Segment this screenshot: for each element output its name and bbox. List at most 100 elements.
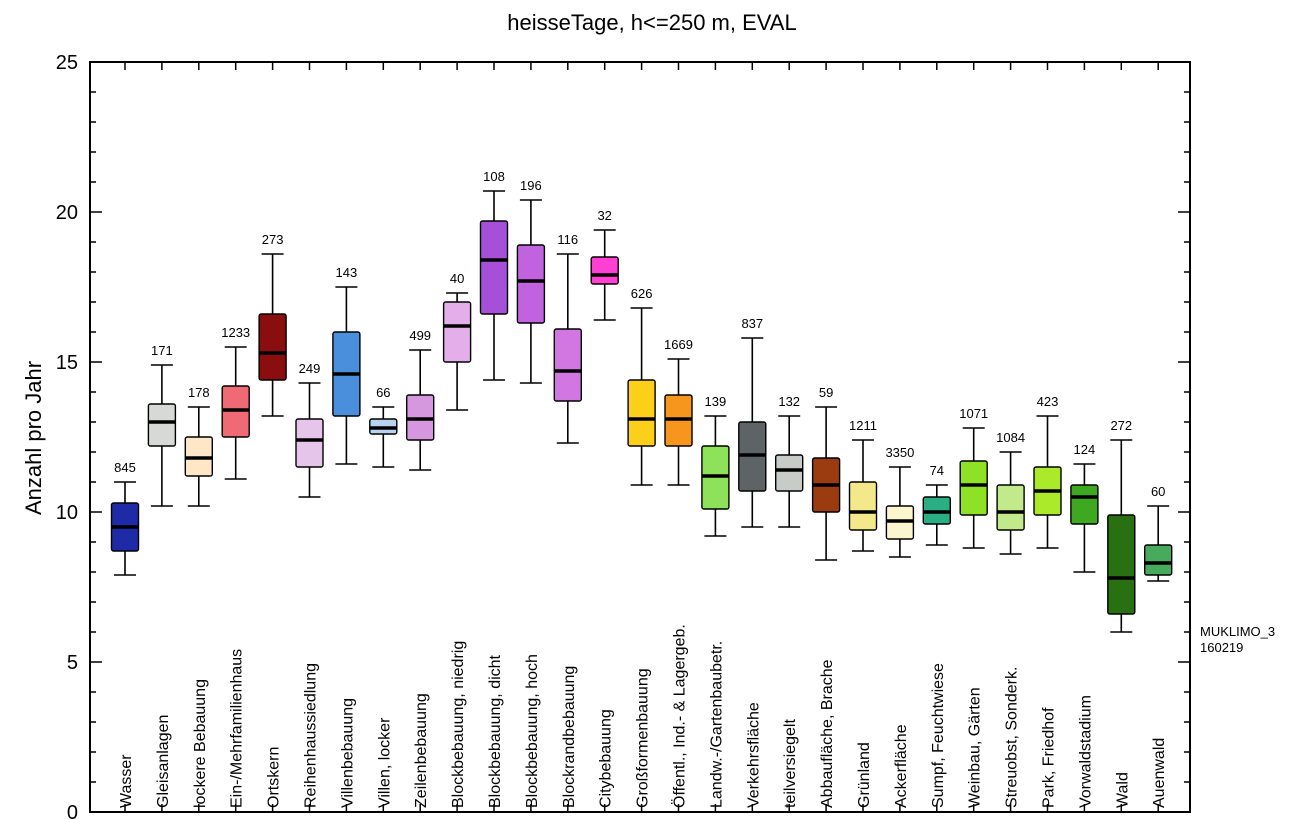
iqr-box — [1070, 484, 1099, 525]
category-label: Grünland — [856, 742, 873, 808]
category-label: Ackerfläche — [893, 724, 910, 808]
box-28: 60 Auenwald — [1143, 484, 1173, 808]
iqr-box — [553, 328, 582, 402]
sample-count-label: 1211 — [849, 418, 877, 433]
box-21: 3350 Ackerfläche — [885, 445, 914, 808]
sample-count-label: 59 — [819, 385, 833, 400]
sample-count-label: 1071 — [959, 406, 988, 421]
box-9: 40 Blockbebauung, niedrig — [442, 271, 472, 808]
box-10: 108 Blockbebauung, dicht — [479, 169, 509, 808]
box-19: 59 Abbaufläche, Brache — [811, 385, 841, 808]
sample-count-label: 32 — [597, 208, 611, 223]
category-label: teilversiegelt — [782, 719, 799, 808]
box-24: 1084 Streuobst, Sonderk. — [996, 430, 1025, 808]
category-label: Öffentl., Ind.- & Lagergeb. — [671, 624, 689, 808]
category-label: Zeilenbebauung — [413, 693, 430, 808]
box-4: 273 Ortskern — [258, 232, 287, 808]
category-label: Villen, locker — [376, 717, 393, 808]
sample-count-label: 108 — [483, 169, 505, 184]
category-label: Blockbebauung, hoch — [524, 654, 541, 808]
box-23: 1071 Weinbau, Gärten — [959, 406, 988, 808]
iqr-box — [627, 379, 656, 447]
y-tick-label: 5 — [67, 652, 78, 674]
category-label: Blockrandbebauung — [561, 666, 578, 808]
sample-count-label: 74 — [930, 463, 944, 478]
category-label: lockere Bebauung — [192, 679, 209, 808]
sample-count-label: 626 — [631, 286, 653, 301]
iqr-box — [1107, 514, 1136, 615]
iqr-box — [848, 481, 878, 531]
category-label: Auenwald — [1151, 738, 1168, 808]
box-0: 845 Wasser — [110, 460, 140, 808]
category-label: Park, Friedhof — [1041, 707, 1058, 808]
iqr-box — [442, 301, 472, 363]
model-note-line-1: MUKLIMO_3 — [1200, 624, 1276, 639]
iqr-box — [479, 220, 509, 315]
category-label: Verkehrsfläche — [745, 702, 762, 808]
sample-count-label: 116 — [557, 232, 578, 247]
box-15: 1669 Öffentl., Ind.- & Lagergeb. — [664, 337, 693, 808]
box-3: 1233 Ein-/Mehrfamilienhaus — [221, 325, 250, 808]
box-26: 124 Vorwaldstadium — [1070, 442, 1099, 808]
category-label: Wald — [1114, 772, 1131, 808]
box-8: 499 Zeilenbebauung — [406, 328, 435, 808]
box-16: 139 Landw.-/Gartenbaubetr. — [701, 394, 730, 808]
plot-frame — [89, 61, 1191, 813]
y-tick-label: 20 — [56, 202, 78, 224]
sample-count-label: 249 — [299, 361, 321, 376]
box-11: 196 Blockbebauung, hoch — [516, 178, 546, 808]
category-label: Landw.-/Gartenbaubetr. — [708, 641, 725, 808]
category-label: Gleisanlagen — [155, 715, 172, 808]
sample-count-label: 423 — [1037, 394, 1059, 409]
y-tick-label: 0 — [67, 802, 78, 819]
model-note: MUKLIMO_3 160219 — [1200, 624, 1275, 656]
category-label: Citybebauung — [598, 709, 615, 808]
chart-title: heisseTage, h<=250 m, EVAL — [507, 10, 797, 35]
box-14: 626 Großformenbauung — [627, 286, 656, 808]
sample-count-label: 178 — [188, 385, 210, 400]
category-label: Abbaufläche, Brache — [819, 659, 836, 808]
sample-count-label: 139 — [705, 394, 727, 409]
iqr-box — [295, 418, 324, 468]
sample-count-label: 1084 — [996, 430, 1025, 445]
sample-count-label: 66 — [376, 385, 390, 400]
y-tick-label: 15 — [56, 352, 78, 374]
iqr-box — [775, 454, 804, 492]
sample-count-label: 132 — [778, 394, 800, 409]
model-note-line-2: 160219 — [1200, 640, 1244, 655]
iqr-box — [147, 403, 177, 447]
sample-count-label: 272 — [1110, 418, 1132, 433]
iqr-box — [258, 313, 287, 381]
box-27: 272 Wald — [1107, 418, 1136, 808]
sample-count-label: 143 — [336, 265, 358, 280]
sample-count-label: 171 — [151, 343, 173, 358]
iqr-box — [996, 484, 1025, 531]
category-label: Vorwaldstadium — [1077, 695, 1094, 808]
box-20: 1211 Grünland — [848, 418, 878, 808]
iqr-box — [1143, 544, 1173, 576]
sample-count-label: 124 — [1074, 442, 1096, 457]
box-22: 74 Sumpf, Feuchtwiese — [922, 463, 951, 808]
category-label: Weinbau, Gärten — [967, 687, 984, 808]
box-25: 423 Park, Friedhof — [1033, 394, 1062, 808]
category-label: Blockbebauung, niedrig — [450, 641, 467, 808]
y-tick-label: 10 — [56, 502, 78, 524]
sample-count-label: 3350 — [885, 445, 914, 460]
box-1: 171 Gleisanlagen — [147, 343, 177, 808]
sample-count-label: 837 — [741, 316, 763, 331]
category-label: Ortskern — [266, 747, 283, 808]
box-17: 837 Verkehrsfläche — [738, 316, 767, 808]
box-6: 143 Villenbebauung — [332, 265, 361, 808]
box-12: 116 Blockrandbebauung — [553, 232, 582, 808]
sample-count-label: 845 — [114, 460, 136, 475]
iqr-box — [590, 256, 619, 285]
category-label: Blockbebauung, dicht — [487, 654, 504, 808]
sample-count-label: 1233 — [221, 325, 250, 340]
category-label: Streuobst, Sonderk. — [1004, 667, 1021, 808]
sample-count-label: 273 — [262, 232, 284, 247]
category-label: Ein-/Mehrfamilienhaus — [229, 649, 246, 808]
sample-count-label: 1669 — [664, 337, 693, 352]
category-label: Wasser — [118, 754, 135, 808]
box-18: 132 teilversiegelt — [775, 394, 804, 808]
sample-count-label: 196 — [520, 178, 542, 193]
